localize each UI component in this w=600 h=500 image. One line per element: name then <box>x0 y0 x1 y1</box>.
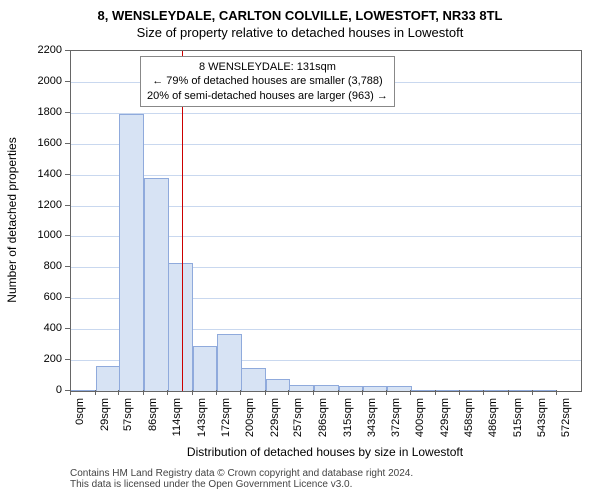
ytick-mark <box>65 235 70 236</box>
chart-titles: 8, WENSLEYDALE, CARLTON COLVILLE, LOWEST… <box>0 0 600 40</box>
ytick-mark <box>65 112 70 113</box>
gridline <box>71 144 581 145</box>
xtick-label: 257sqm <box>292 398 304 448</box>
xtick-mark <box>240 390 241 395</box>
xtick-mark <box>95 390 96 395</box>
histogram-bar <box>363 386 388 391</box>
xtick-mark <box>70 390 71 395</box>
histogram-bar <box>168 263 193 391</box>
ytick-label: 600 <box>0 291 62 303</box>
xtick-mark <box>459 390 460 395</box>
xtick-label: 572sqm <box>560 398 572 448</box>
annotation-line3: 20% of semi-detached houses are larger (… <box>147 89 388 103</box>
xtick-label: 200sqm <box>244 398 256 448</box>
xtick-label: 86sqm <box>147 398 159 448</box>
attribution: Contains HM Land Registry data © Crown c… <box>70 468 413 490</box>
xtick-mark <box>192 390 193 395</box>
xtick-label: 372sqm <box>390 398 402 448</box>
histogram-bar <box>436 390 461 391</box>
histogram-bar <box>241 368 266 391</box>
histogram-bar <box>387 386 412 391</box>
xtick-mark <box>338 390 339 395</box>
histogram-bar <box>266 379 291 391</box>
histogram-bar <box>289 385 314 391</box>
gridline <box>71 113 581 114</box>
ytick-mark <box>65 328 70 329</box>
ytick-label: 1800 <box>0 106 62 118</box>
histogram-bar <box>144 178 169 391</box>
xtick-label: 486sqm <box>487 398 499 448</box>
xtick-mark <box>265 390 266 395</box>
xtick-label: 515sqm <box>512 398 524 448</box>
ytick-label: 400 <box>0 322 62 334</box>
ytick-mark <box>65 297 70 298</box>
title-sub: Size of property relative to detached ho… <box>0 25 600 40</box>
histogram-bar <box>193 346 218 391</box>
xtick-mark <box>410 390 411 395</box>
annotation-line2: ← 79% of detached houses are smaller (3,… <box>147 74 388 88</box>
xtick-mark <box>143 390 144 395</box>
ytick-label: 0 <box>0 384 62 396</box>
histogram-bar <box>339 386 364 391</box>
histogram-bar <box>96 366 121 391</box>
xtick-mark <box>556 390 557 395</box>
ytick-label: 800 <box>0 260 62 272</box>
xtick-label: 172sqm <box>220 398 232 448</box>
xtick-label: 543sqm <box>536 398 548 448</box>
xtick-label: 458sqm <box>463 398 475 448</box>
ytick-label: 2000 <box>0 75 62 87</box>
ytick-mark <box>65 359 70 360</box>
histogram-bar <box>119 114 144 391</box>
xtick-label: 286sqm <box>317 398 329 448</box>
xtick-label: 315sqm <box>342 398 354 448</box>
ytick-label: 200 <box>0 353 62 365</box>
xtick-label: 343sqm <box>366 398 378 448</box>
xtick-mark <box>167 390 168 395</box>
ytick-mark <box>65 205 70 206</box>
y-axis-label: Number of detached properties <box>5 90 19 350</box>
xtick-mark <box>362 390 363 395</box>
histogram-bar <box>509 390 534 391</box>
ytick-label: 1400 <box>0 168 62 180</box>
xtick-mark <box>483 390 484 395</box>
title-main: 8, WENSLEYDALE, CARLTON COLVILLE, LOWEST… <box>0 8 600 23</box>
xtick-mark <box>508 390 509 395</box>
ytick-label: 2200 <box>0 44 62 56</box>
xtick-mark <box>532 390 533 395</box>
xtick-label: 0sqm <box>74 398 86 448</box>
histogram-bar <box>533 390 558 391</box>
annotation-line1: 8 WENSLEYDALE: 131sqm <box>147 60 388 74</box>
xtick-label: 229sqm <box>269 398 281 448</box>
gridline <box>71 175 581 176</box>
histogram-bar <box>484 390 509 391</box>
histogram-bar <box>71 390 96 391</box>
ytick-label: 1200 <box>0 199 62 211</box>
histogram-bar <box>460 390 485 391</box>
xtick-mark <box>435 390 436 395</box>
xtick-mark <box>288 390 289 395</box>
xtick-label: 57sqm <box>122 398 134 448</box>
histogram-bar <box>314 385 339 391</box>
ytick-mark <box>65 50 70 51</box>
ytick-mark <box>65 81 70 82</box>
chart-container: 8, WENSLEYDALE, CARLTON COLVILLE, LOWEST… <box>0 0 600 500</box>
xtick-mark <box>216 390 217 395</box>
xtick-label: 114sqm <box>171 398 183 448</box>
ytick-label: 1000 <box>0 229 62 241</box>
ytick-label: 1600 <box>0 137 62 149</box>
ytick-mark <box>65 266 70 267</box>
histogram-bar <box>217 334 242 391</box>
xtick-mark <box>313 390 314 395</box>
ytick-mark <box>65 174 70 175</box>
xtick-mark <box>386 390 387 395</box>
xtick-label: 143sqm <box>196 398 208 448</box>
histogram-bar <box>411 390 436 391</box>
ytick-mark <box>65 143 70 144</box>
annotation-box: 8 WENSLEYDALE: 131sqm← 79% of detached h… <box>140 56 395 107</box>
xtick-mark <box>118 390 119 395</box>
xtick-label: 429sqm <box>439 398 451 448</box>
xtick-label: 29sqm <box>99 398 111 448</box>
xtick-label: 400sqm <box>414 398 426 448</box>
